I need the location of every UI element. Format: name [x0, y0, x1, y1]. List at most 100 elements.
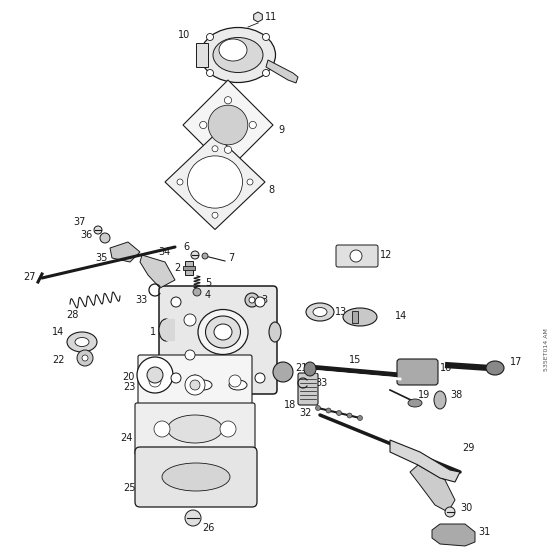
- Text: 31: 31: [478, 527, 490, 537]
- Text: 25: 25: [124, 483, 136, 493]
- Ellipse shape: [219, 39, 247, 61]
- Text: 30: 30: [460, 503, 472, 513]
- Text: 4: 4: [205, 290, 211, 300]
- Text: 6: 6: [183, 242, 189, 252]
- Text: 14: 14: [52, 327, 64, 337]
- Text: 22: 22: [53, 355, 65, 365]
- Circle shape: [184, 314, 196, 326]
- Ellipse shape: [343, 308, 377, 326]
- Bar: [166, 319, 175, 341]
- Circle shape: [229, 375, 241, 387]
- Circle shape: [212, 146, 218, 152]
- Text: 17: 17: [510, 357, 522, 367]
- Text: 33: 33: [136, 295, 148, 305]
- Circle shape: [77, 350, 93, 366]
- FancyBboxPatch shape: [135, 447, 257, 507]
- Text: 8: 8: [268, 185, 274, 195]
- Circle shape: [177, 179, 183, 185]
- Circle shape: [225, 146, 232, 153]
- Circle shape: [249, 297, 255, 303]
- Text: 1: 1: [150, 327, 156, 337]
- Ellipse shape: [167, 415, 222, 443]
- Ellipse shape: [159, 319, 173, 341]
- FancyBboxPatch shape: [138, 355, 252, 407]
- Ellipse shape: [213, 38, 263, 72]
- FancyBboxPatch shape: [336, 245, 378, 267]
- Text: 11: 11: [265, 12, 277, 22]
- Circle shape: [191, 251, 199, 259]
- Polygon shape: [390, 440, 460, 482]
- Text: 13: 13: [335, 307, 347, 317]
- Circle shape: [357, 416, 362, 421]
- Circle shape: [100, 233, 110, 243]
- Polygon shape: [110, 242, 140, 262]
- Bar: [196, 43, 208, 67]
- Circle shape: [171, 373, 181, 383]
- Text: 36: 36: [81, 230, 93, 240]
- FancyBboxPatch shape: [298, 373, 318, 405]
- Text: 15: 15: [349, 355, 361, 365]
- Circle shape: [350, 250, 362, 262]
- Circle shape: [220, 421, 236, 437]
- Polygon shape: [432, 524, 475, 546]
- Ellipse shape: [200, 27, 276, 82]
- Circle shape: [245, 293, 259, 307]
- Bar: [185, 261, 193, 275]
- Circle shape: [137, 357, 173, 393]
- Ellipse shape: [269, 322, 281, 342]
- Polygon shape: [254, 12, 262, 22]
- Ellipse shape: [214, 324, 232, 340]
- Circle shape: [347, 413, 352, 418]
- Text: 5: 5: [205, 278, 211, 288]
- Polygon shape: [410, 465, 455, 512]
- Ellipse shape: [75, 338, 89, 347]
- Circle shape: [193, 288, 201, 296]
- Circle shape: [247, 179, 253, 185]
- Circle shape: [337, 410, 342, 416]
- Circle shape: [189, 375, 201, 387]
- Circle shape: [326, 408, 331, 413]
- Circle shape: [212, 212, 218, 218]
- Circle shape: [263, 34, 269, 40]
- Circle shape: [185, 510, 201, 526]
- Circle shape: [202, 253, 208, 259]
- Circle shape: [225, 97, 232, 104]
- Text: 29: 29: [462, 443, 474, 453]
- Text: 28: 28: [66, 310, 78, 320]
- Circle shape: [82, 355, 88, 361]
- Text: 33: 33: [315, 378, 327, 388]
- Text: 2: 2: [174, 263, 180, 273]
- Ellipse shape: [408, 399, 422, 407]
- Bar: [352, 311, 358, 323]
- Ellipse shape: [313, 307, 327, 316]
- FancyBboxPatch shape: [397, 359, 438, 385]
- Text: 21: 21: [295, 363, 307, 373]
- Circle shape: [94, 226, 102, 234]
- Text: 38: 38: [450, 390, 462, 400]
- Polygon shape: [266, 60, 298, 83]
- Text: 3: 3: [261, 295, 267, 305]
- Ellipse shape: [194, 380, 212, 390]
- FancyBboxPatch shape: [159, 286, 277, 394]
- Ellipse shape: [206, 316, 240, 348]
- Circle shape: [263, 69, 269, 77]
- Text: 34: 34: [158, 247, 170, 257]
- Circle shape: [255, 297, 265, 307]
- Ellipse shape: [67, 332, 97, 352]
- Circle shape: [185, 350, 195, 360]
- Text: 20: 20: [123, 372, 135, 382]
- Text: 535ET014 AM: 535ET014 AM: [544, 329, 549, 371]
- Text: 12: 12: [380, 250, 393, 260]
- Ellipse shape: [198, 310, 248, 354]
- Ellipse shape: [229, 380, 247, 390]
- Circle shape: [200, 122, 207, 129]
- Circle shape: [273, 362, 293, 382]
- Polygon shape: [140, 255, 175, 288]
- Text: 24: 24: [120, 433, 133, 443]
- Circle shape: [315, 405, 320, 410]
- Text: 14: 14: [395, 311, 407, 321]
- Text: 7: 7: [228, 253, 234, 263]
- Circle shape: [207, 69, 213, 77]
- Polygon shape: [183, 80, 273, 170]
- Text: 27: 27: [24, 272, 36, 282]
